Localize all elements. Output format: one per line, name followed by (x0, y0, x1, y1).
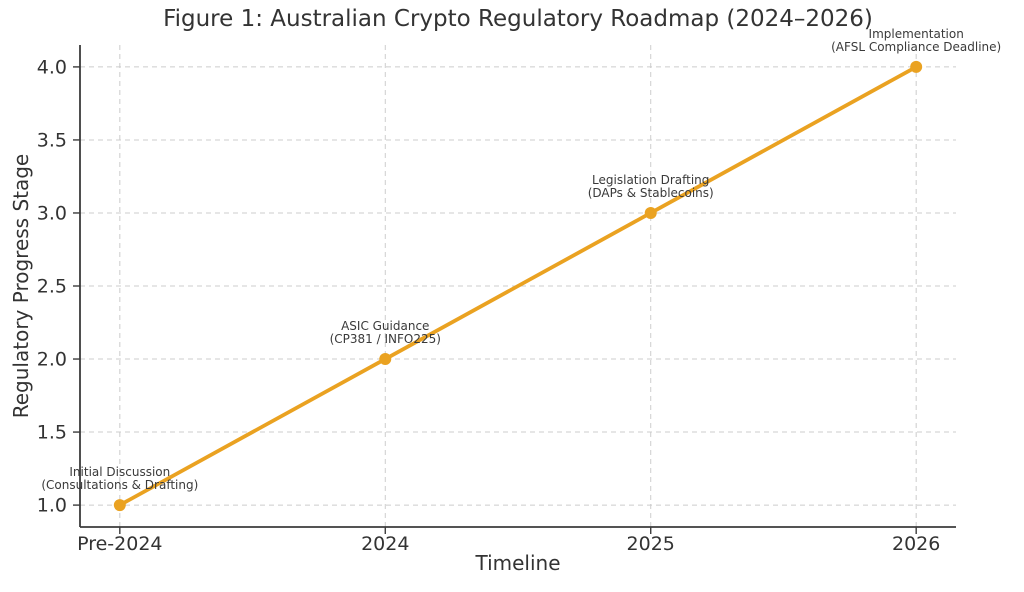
chart-title: Figure 1: Australian Crypto Regulatory R… (163, 6, 873, 32)
y-tick-label: 3.5 (37, 129, 67, 151)
y-tick-label: 2.0 (37, 349, 67, 371)
x-axis-label: Timeline (475, 551, 561, 575)
annotation-subtitle: (Consultations & Drafting) (41, 478, 198, 492)
annotation-title: Initial Discussion (69, 465, 170, 479)
data-point-marker (910, 60, 923, 73)
y-axis-label: Regulatory Progress Stage (9, 153, 33, 419)
annotation-title: Legislation Drafting (592, 173, 709, 187)
y-tick-label: 1.0 (37, 495, 67, 517)
y-tick-label: 3.0 (37, 202, 67, 224)
x-tick-label: 2026 (892, 533, 940, 555)
x-tick-label: 2025 (627, 533, 675, 555)
data-point-marker (644, 206, 657, 219)
annotation-subtitle: (AFSL Compliance Deadline) (831, 40, 1001, 54)
data-point-marker (113, 499, 126, 512)
data-point-marker (379, 353, 392, 366)
y-tick-label: 2.5 (37, 276, 67, 298)
annotation-subtitle: (CP381 / INFO225) (330, 332, 441, 346)
x-tick-label: Pre-2024 (77, 533, 162, 555)
y-tick-label: 1.5 (37, 422, 67, 444)
annotation-title: Implementation (869, 27, 964, 41)
annotation-subtitle: (DAPs & Stablecoins) (588, 186, 714, 200)
x-tick-label: 2024 (361, 533, 409, 555)
y-tick-label: 4.0 (37, 56, 67, 78)
data-line (117, 65, 919, 507)
annotation-title: ASIC Guidance (341, 319, 429, 333)
